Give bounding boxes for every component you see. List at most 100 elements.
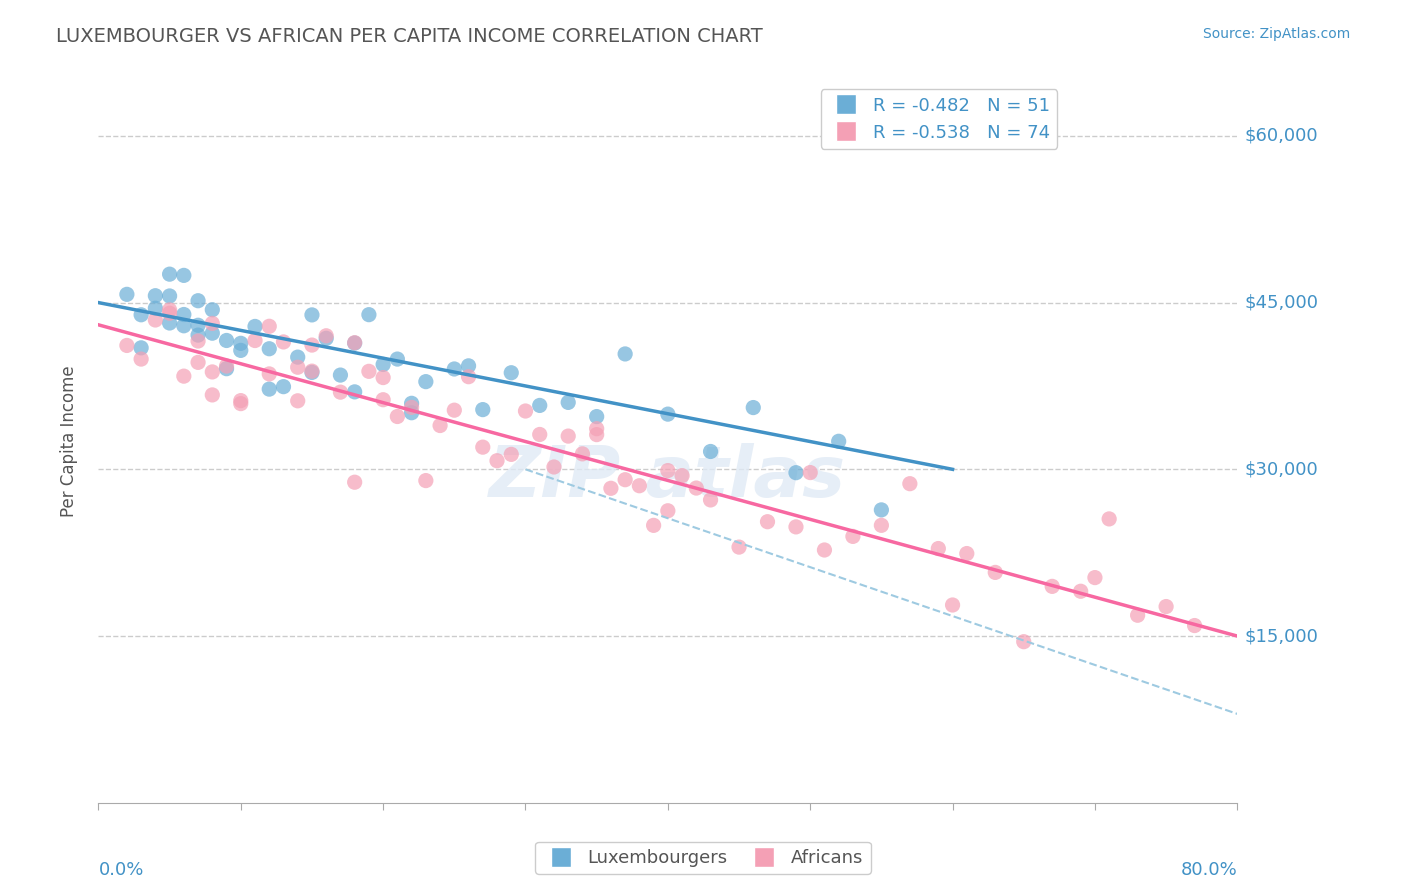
- Point: [429, 418, 451, 433]
- Point: [571, 447, 593, 461]
- Point: [201, 302, 224, 317]
- Point: [187, 334, 209, 348]
- Point: [443, 403, 465, 417]
- Point: [159, 302, 181, 317]
- Point: [600, 481, 623, 495]
- Point: [387, 352, 409, 367]
- Point: [201, 365, 224, 379]
- Point: [259, 382, 281, 396]
- Text: $45,000: $45,000: [1244, 293, 1319, 311]
- Point: [343, 336, 366, 351]
- Point: [1126, 608, 1149, 623]
- Point: [671, 468, 693, 483]
- Point: [543, 460, 565, 475]
- Point: [529, 399, 551, 413]
- Point: [1012, 634, 1035, 648]
- Point: [201, 317, 224, 331]
- Point: [1070, 584, 1092, 599]
- Point: [301, 366, 323, 380]
- Point: [301, 308, 323, 322]
- Point: [287, 393, 309, 408]
- Point: [159, 306, 181, 320]
- Point: [229, 393, 252, 408]
- Point: [145, 289, 167, 303]
- Point: [501, 447, 523, 461]
- Point: [259, 342, 281, 356]
- Point: [585, 422, 607, 436]
- Point: [898, 476, 921, 491]
- Point: [301, 364, 323, 378]
- Point: [145, 301, 167, 316]
- Point: [401, 396, 423, 410]
- Point: [870, 503, 893, 517]
- Point: [115, 287, 138, 301]
- Point: [471, 402, 494, 417]
- Point: [173, 268, 195, 283]
- Point: [585, 409, 607, 424]
- Point: [699, 444, 721, 458]
- Point: [756, 515, 779, 529]
- Point: [287, 350, 309, 364]
- Point: [243, 319, 266, 334]
- Text: 0.0%: 0.0%: [98, 861, 143, 879]
- Point: [173, 308, 195, 322]
- Point: [842, 529, 865, 543]
- Point: [813, 543, 835, 558]
- Point: [557, 429, 579, 443]
- Point: [1084, 571, 1107, 585]
- Point: [287, 360, 309, 375]
- Point: [259, 367, 281, 381]
- Point: [614, 473, 637, 487]
- Point: [585, 427, 607, 442]
- Point: [229, 396, 252, 410]
- Point: [614, 347, 637, 361]
- Point: [557, 395, 579, 409]
- Point: [1040, 579, 1063, 593]
- Point: [471, 440, 494, 454]
- Point: [828, 434, 851, 449]
- Point: [657, 504, 679, 518]
- Text: 80.0%: 80.0%: [1181, 861, 1237, 879]
- Point: [229, 343, 252, 358]
- Point: [187, 355, 209, 369]
- Point: [387, 409, 409, 424]
- Point: [243, 334, 266, 348]
- Point: [415, 375, 437, 389]
- Point: [357, 364, 380, 378]
- Point: [301, 338, 323, 352]
- Point: [486, 454, 509, 468]
- Point: [457, 369, 479, 384]
- Point: [401, 401, 423, 415]
- Point: [273, 379, 295, 393]
- Point: [343, 335, 366, 350]
- Point: [942, 598, 965, 612]
- Point: [870, 518, 893, 533]
- Text: Source: ZipAtlas.com: Source: ZipAtlas.com: [1202, 27, 1350, 41]
- Point: [785, 520, 807, 534]
- Point: [145, 313, 167, 327]
- Point: [984, 566, 1007, 580]
- Point: [699, 492, 721, 507]
- Point: [1154, 599, 1177, 614]
- Point: [215, 359, 238, 373]
- Point: [343, 384, 366, 399]
- Point: [643, 518, 665, 533]
- Point: [187, 318, 209, 333]
- Point: [457, 359, 479, 373]
- Point: [315, 331, 337, 345]
- Point: [173, 369, 195, 384]
- Point: [1098, 512, 1121, 526]
- Point: [371, 358, 394, 372]
- Legend: Luxembourgers, Africans: Luxembourgers, Africans: [536, 842, 870, 874]
- Point: [401, 406, 423, 420]
- Point: [215, 361, 238, 376]
- Point: [742, 401, 765, 415]
- Point: [259, 319, 281, 334]
- Point: [273, 334, 295, 349]
- Point: [443, 362, 465, 376]
- Point: [685, 481, 707, 495]
- Point: [628, 479, 651, 493]
- Point: [415, 474, 437, 488]
- Point: [329, 368, 352, 382]
- Legend: R = -0.482   N = 51, R = -0.538   N = 74: R = -0.482 N = 51, R = -0.538 N = 74: [821, 89, 1057, 149]
